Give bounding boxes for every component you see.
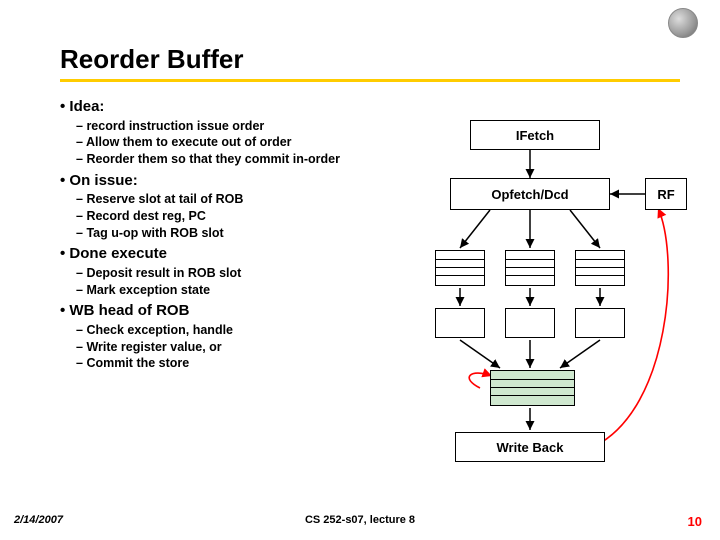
bullet-wb: WB head of ROB: [60, 302, 390, 321]
sub-item: Reserve slot at tail of ROB: [60, 192, 390, 208]
sub-item: Check exception, handle: [60, 323, 390, 339]
stage-writeback: Write Back: [455, 432, 605, 462]
slide-footer: 2/14/2007 CS 252-s07, lecture 8 10: [0, 514, 720, 530]
res-station: [575, 250, 625, 286]
title-underline: [60, 79, 680, 82]
sub-item: Deposit result in ROB slot: [60, 266, 390, 282]
bullet-done: Done execute: [60, 245, 390, 264]
corner-logo: [668, 8, 698, 38]
rob-table: [490, 370, 575, 406]
sub-item: record instruction issue order: [60, 119, 390, 135]
pipeline-diagram: IFetch Opfetch/Dcd RF Write Back: [420, 108, 700, 468]
stage-rf: RF: [645, 178, 687, 210]
sub-item: Mark exception state: [60, 283, 390, 299]
sub-item: Commit the store: [60, 356, 390, 372]
res-station: [505, 250, 555, 286]
diagram-wires: [420, 108, 700, 468]
title-block: Reorder Buffer: [60, 44, 680, 82]
exec-unit: [435, 308, 485, 338]
stage-ifetch: IFetch: [470, 120, 600, 150]
footer-course: CS 252-s07, lecture 8: [305, 514, 415, 526]
bullet-content: Idea: record instruction issue order All…: [60, 94, 390, 373]
exec-unit: [505, 308, 555, 338]
footer-pagenum: 10: [688, 514, 702, 529]
res-station: [435, 250, 485, 286]
sub-item: Tag u-op with ROB slot: [60, 226, 390, 242]
exec-unit: [575, 308, 625, 338]
bullet-idea: Idea:: [60, 98, 390, 117]
slide-title: Reorder Buffer: [60, 44, 680, 77]
sub-item: Allow them to execute out of order: [60, 135, 390, 151]
bullet-onissue: On issue:: [60, 172, 390, 191]
stage-opfetch: Opfetch/Dcd: [450, 178, 610, 210]
sub-item: Reorder them so that they commit in-orde…: [60, 152, 390, 168]
sub-item: Write register value, or: [60, 340, 390, 356]
footer-date: 2/14/2007: [14, 514, 63, 526]
sub-item: Record dest reg, PC: [60, 209, 390, 225]
